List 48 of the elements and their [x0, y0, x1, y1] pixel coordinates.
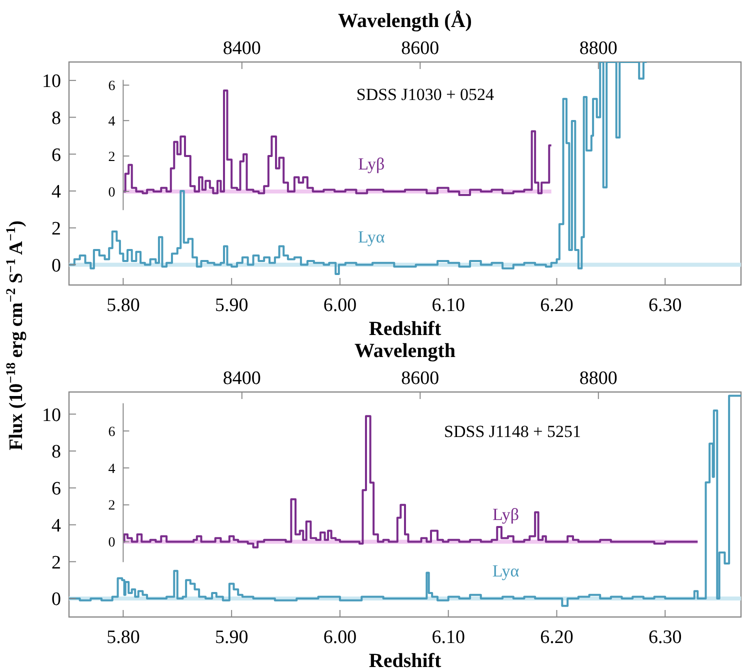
y2-tick-label: 6 [108, 424, 116, 440]
y-tick-label: 8 [52, 442, 61, 463]
y-tick-label: 4 [52, 182, 62, 203]
y2-tick-label: 6 [108, 79, 116, 94]
y-tick-label: 10 [42, 71, 61, 92]
x-tick-label: 6.00 [323, 627, 357, 648]
x-tick-label: 6.10 [432, 295, 465, 316]
y2-tick-label: 4 [108, 462, 116, 477]
y2-tick-label: 4 [108, 114, 116, 130]
y-tick-label: 8 [52, 108, 61, 129]
x-tick-label: 5.90 [214, 627, 248, 648]
x-tick-label: 6.00 [323, 295, 357, 316]
y-tick-label: 0 [52, 255, 61, 276]
x2-tick-label: 8400 [222, 38, 261, 59]
y-tick-label: 6 [52, 144, 61, 166]
series-label: Lyβ [358, 154, 385, 174]
series-label: Lyα [358, 228, 385, 247]
x2-tick-label: 8800 [579, 368, 618, 389]
y-tick-label: 2 [52, 552, 61, 574]
x-axis-title: Redshift [368, 318, 442, 340]
y-tick-label: 10 [42, 404, 61, 426]
x-tick-label: 5.80 [106, 627, 140, 648]
y2-tick-label: 0 [108, 185, 116, 200]
x-tick-label: 6.10 [432, 627, 465, 648]
y2-tick-label: 2 [108, 498, 116, 514]
x2-tick-label: 8400 [222, 368, 261, 389]
x-axis-title: Redshift [368, 650, 442, 671]
x-tick-label: 6.20 [540, 627, 574, 648]
annotation: SDSS J1148 + 5251 [444, 422, 582, 441]
x2-tick-label: 8600 [401, 368, 440, 389]
x-tick-label: 6.30 [648, 627, 682, 648]
x2-axis-title: Wavelength (Å) [338, 10, 472, 32]
x-tick-label: 5.80 [106, 295, 140, 316]
x-tick-label: 6.30 [648, 295, 682, 316]
x2-tick-label: 8600 [401, 38, 440, 59]
series-label: Lyα [492, 562, 520, 581]
y-tick-label: 4 [52, 515, 62, 536]
y-tick-label: 6 [52, 478, 61, 500]
series-label: Lyβ [492, 504, 520, 524]
x2-tick-label: 8800 [579, 38, 618, 59]
x-tick-label: 6.20 [540, 295, 574, 316]
y-tick-label: 0 [52, 589, 61, 610]
y2-tick-label: 0 [108, 536, 116, 551]
y2-tick-label: 2 [108, 150, 116, 165]
annotation: SDSS J1030 + 0524 [356, 84, 494, 104]
y-tick-label: 2 [52, 218, 61, 240]
x2-axis-title: Wavelength [354, 340, 456, 362]
x-tick-label: 5.90 [214, 295, 248, 316]
